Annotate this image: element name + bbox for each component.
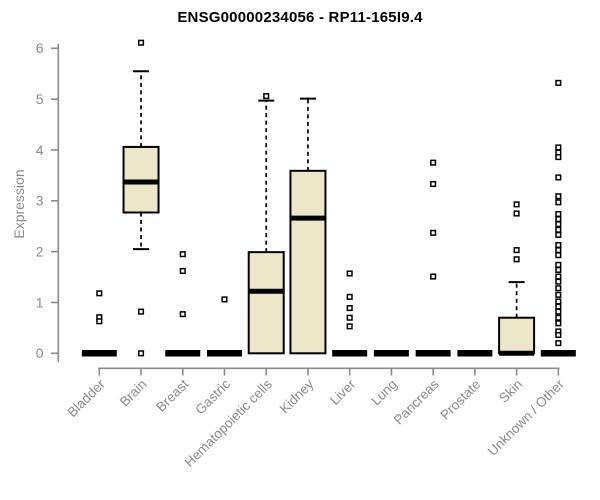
outlier-point-unknown-other	[555, 266, 562, 273]
y-tick-label: 1	[36, 294, 44, 310]
outlier-point-hematopoietic-cells	[263, 93, 270, 100]
outlier-point-breast	[179, 267, 186, 275]
outlier-point-liver	[346, 314, 353, 321]
outlier-point-unknown-other	[555, 291, 562, 298]
box-skin	[498, 316, 536, 355]
outlier-point-unknown-other	[555, 154, 562, 161]
outlier-point-unknown-other	[555, 247, 562, 254]
box-hematopoietic-cells	[247, 251, 285, 355]
y-tick-label: 0	[36, 345, 44, 361]
outlier-point-unknown-other	[555, 252, 562, 259]
outlier-point-bladder	[96, 318, 103, 325]
outlier-point-brain	[137, 39, 145, 46]
outlier-point-breast	[179, 251, 186, 258]
x-tick-label-unknown-other: Unknown / Other	[485, 376, 568, 459]
outlier-point-liver	[346, 270, 353, 277]
outlier-point-liver	[346, 323, 353, 330]
x-tick-label-bladder: Bladder	[64, 376, 108, 420]
y-tick-label: 2	[36, 243, 44, 259]
outlier-point-bladder	[96, 290, 103, 297]
outlier-point-unknown-other	[555, 193, 562, 200]
x-tick-label-brain: Brain	[117, 377, 150, 410]
outlier-point-unknown-other	[555, 144, 562, 151]
outlier-point-skin	[513, 201, 520, 208]
outlier-point-unknown-other	[555, 298, 562, 305]
outlier-point-unknown-other	[555, 221, 562, 228]
x-tick-label-liver: Liver	[327, 376, 359, 408]
outlier-point-unknown-other	[555, 241, 562, 249]
y-tick-label: 4	[36, 142, 44, 158]
outlier-point-gastric	[221, 296, 228, 303]
outlier-point-unknown-other	[555, 273, 562, 280]
outlier-point-pancreas	[430, 180, 437, 188]
x-tick-label-breast: Breast	[153, 376, 191, 414]
outlier-point-unknown-other	[555, 199, 562, 206]
y-tick-label: 3	[36, 193, 44, 209]
outlier-point-unknown-other	[555, 261, 562, 268]
outlier-point-unknown-other	[555, 231, 562, 238]
x-tick-label-prostate: Prostate	[437, 377, 483, 423]
outlier-point-unknown-other	[555, 210, 562, 218]
x-tick-label-skin: Skin	[496, 377, 525, 406]
outlier-point-liver	[346, 293, 353, 300]
outlier-point-skin	[513, 210, 520, 217]
x-tick-label-kidney: Kidney	[277, 376, 317, 416]
outlier-point-brain	[137, 350, 145, 357]
x-tick-label-lung: Lung	[368, 377, 400, 409]
box-kidney	[289, 169, 327, 355]
y-tick-label: 5	[36, 91, 44, 107]
x-tick-label-gastric: Gastric	[192, 376, 233, 417]
outlier-point-breast	[179, 311, 186, 318]
outlier-point-unknown-other	[555, 320, 562, 327]
outlier-point-pancreas	[430, 273, 437, 280]
y-tick-label: 6	[36, 40, 44, 56]
outlier-point-skin	[513, 256, 520, 263]
outlier-point-unknown-other	[555, 226, 562, 233]
outlier-point-pancreas	[430, 229, 437, 236]
outlier-point-unknown-other	[555, 303, 562, 310]
x-tick-label-pancreas: Pancreas	[391, 376, 442, 427]
outlier-point-liver	[346, 305, 353, 312]
chart-title: ENSG00000234056 - RP11-165I9.4	[177, 9, 423, 26]
outlier-point-pancreas	[430, 159, 437, 166]
outlier-point-unknown-other	[555, 278, 562, 285]
outlier-point-skin	[513, 247, 520, 254]
outlier-point-unknown-other	[555, 285, 562, 292]
outlier-point-brain	[137, 308, 145, 315]
outlier-point-unknown-other	[555, 331, 562, 339]
outlier-point-unknown-other	[555, 308, 562, 315]
outlier-point-unknown-other	[555, 79, 562, 86]
outlier-point-unknown-other	[555, 314, 562, 321]
outlier-point-unknown-other	[555, 340, 562, 347]
outlier-point-unknown-other	[555, 216, 562, 223]
outlier-point-unknown-other	[555, 174, 562, 181]
